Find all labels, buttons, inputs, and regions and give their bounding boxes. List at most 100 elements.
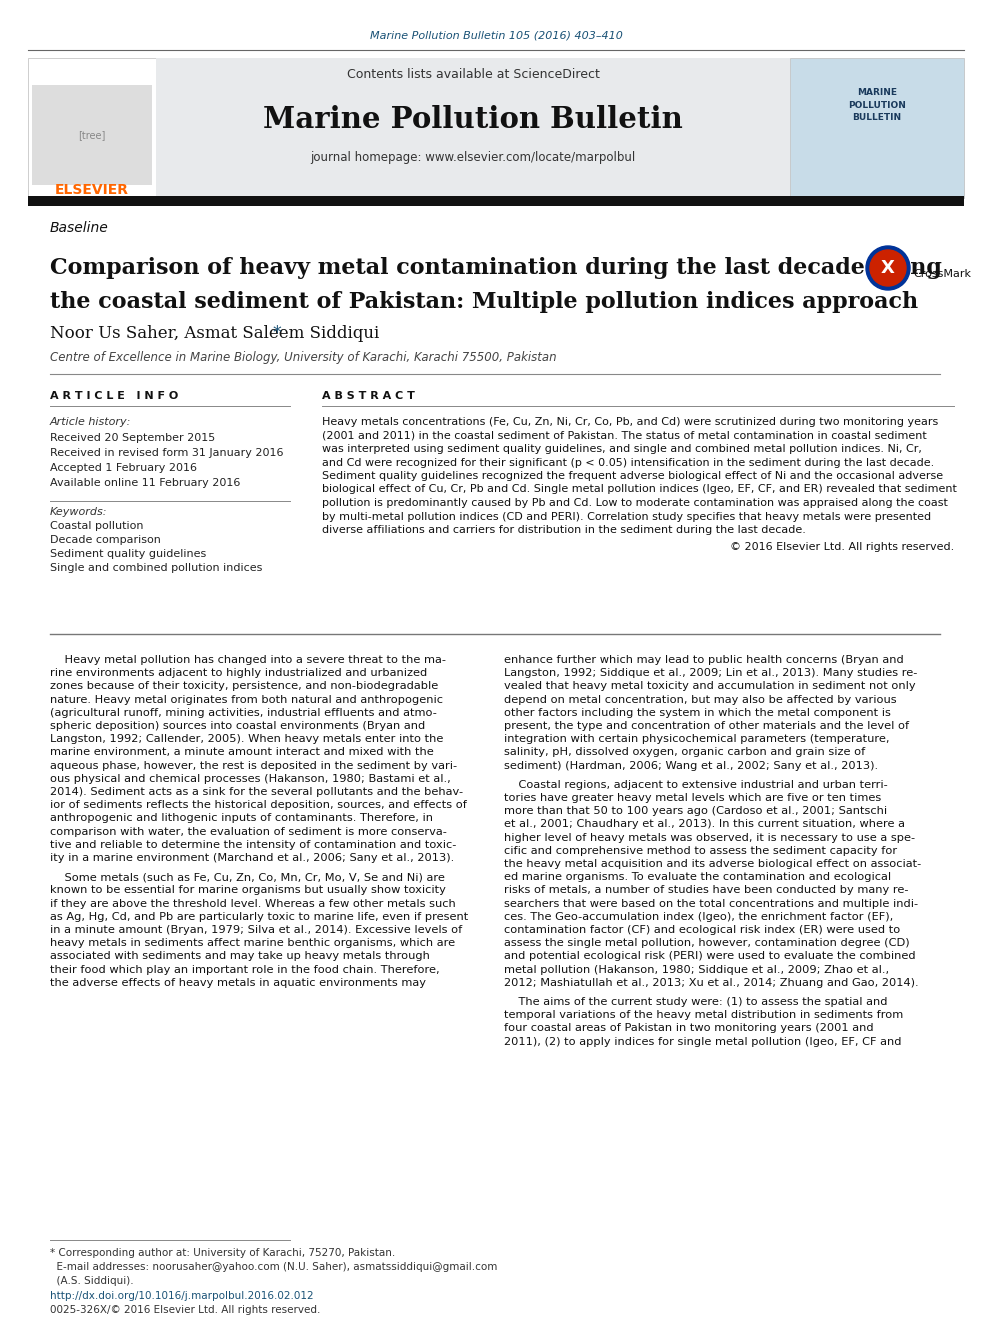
Text: Marine Pollution Bulletin 105 (2016) 403–410: Marine Pollution Bulletin 105 (2016) 403… [370, 30, 622, 41]
Text: vealed that heavy metal toxicity and accumulation in sediment not only: vealed that heavy metal toxicity and acc… [504, 681, 916, 692]
Text: Centre of Excellence in Marine Biology, University of Karachi, Karachi 75500, Pa: Centre of Excellence in Marine Biology, … [50, 352, 557, 365]
Text: ous physical and chemical processes (Hakanson, 1980; Bastami et al.,: ous physical and chemical processes (Hak… [50, 774, 450, 783]
Circle shape [866, 246, 910, 290]
Text: the adverse effects of heavy metals in aquatic environments may: the adverse effects of heavy metals in a… [50, 978, 426, 988]
Text: Marine Pollution Bulletin: Marine Pollution Bulletin [263, 106, 682, 135]
Text: Single and combined pollution indices: Single and combined pollution indices [50, 564, 262, 573]
Text: risks of metals, a number of studies have been conducted by many re-: risks of metals, a number of studies hav… [504, 885, 909, 896]
Text: (A.S. Siddiqui).: (A.S. Siddiqui). [50, 1275, 134, 1286]
Text: comparison with water, the evaluation of sediment is more conserva-: comparison with water, the evaluation of… [50, 827, 446, 836]
Text: assess the single metal pollution, however, contamination degree (CD): assess the single metal pollution, howev… [504, 938, 910, 949]
Text: sediment) (Hardman, 2006; Wang et al., 2002; Sany et al., 2013).: sediment) (Hardman, 2006; Wang et al., 2… [504, 761, 878, 770]
Text: metal pollution (Hakanson, 1980; Siddique et al., 2009; Zhao et al.,: metal pollution (Hakanson, 1980; Siddiqu… [504, 964, 889, 975]
Text: MARINE
POLLUTION
BULLETIN: MARINE POLLUTION BULLETIN [848, 89, 906, 122]
Text: other factors including the system in which the metal component is: other factors including the system in wh… [504, 708, 891, 718]
Text: Decade comparison: Decade comparison [50, 534, 161, 545]
Text: Langston, 1992; Siddique et al., 2009; Lin et al., 2013). Many studies re-: Langston, 1992; Siddique et al., 2009; L… [504, 668, 918, 679]
Text: Accepted 1 February 2016: Accepted 1 February 2016 [50, 463, 197, 474]
Text: diverse affiliations and carriers for distribution in the sediment during the la: diverse affiliations and carriers for di… [322, 525, 806, 534]
Bar [32, 85, 152, 185]
Text: Received 20 September 2015: Received 20 September 2015 [50, 433, 215, 443]
Text: temporal variations of the heavy metal distribution in sediments from: temporal variations of the heavy metal d… [504, 1011, 904, 1020]
Text: heavy metals in sediments affect marine benthic organisms, which are: heavy metals in sediments affect marine … [50, 938, 455, 949]
Text: 2014). Sediment acts as a sink for the several pollutants and the behav-: 2014). Sediment acts as a sink for the s… [50, 787, 463, 796]
Text: marine environment, a minute amount interact and mixed with the: marine environment, a minute amount inte… [50, 747, 434, 757]
Text: was interpreted using sediment quality guidelines, and single and combined metal: was interpreted using sediment quality g… [322, 445, 922, 454]
Text: their food which play an important role in the food chain. Therefore,: their food which play an important role … [50, 964, 439, 975]
Text: depend on metal concentration, but may also be affected by various: depend on metal concentration, but may a… [504, 695, 897, 705]
Text: cific and comprehensive method to assess the sediment capacity for: cific and comprehensive method to assess… [504, 845, 897, 856]
Text: Langston, 1992; Callender, 2005). When heavy metals enter into the: Langston, 1992; Callender, 2005). When h… [50, 734, 443, 745]
Text: et al., 2001; Chaudhary et al., 2013). In this current situation, where a: et al., 2001; Chaudhary et al., 2013). I… [504, 819, 905, 830]
Text: enhance further which may lead to public health concerns (Bryan and: enhance further which may lead to public… [504, 655, 904, 665]
Text: tories have greater heavy metal levels which are five or ten times: tories have greater heavy metal levels w… [504, 792, 881, 803]
Text: A R T I C L E   I N F O: A R T I C L E I N F O [50, 392, 179, 401]
Text: ces. The Geo-accumulation index (Igeo), the enrichment factor (EF),: ces. The Geo-accumulation index (Igeo), … [504, 912, 893, 922]
Text: if they are above the threshold level. Whereas a few other metals such: if they are above the threshold level. W… [50, 898, 455, 909]
Text: the heavy metal acquisition and its adverse biological effect on associat-: the heavy metal acquisition and its adve… [504, 859, 922, 869]
Text: CrossMark: CrossMark [913, 269, 971, 279]
Bar [28, 196, 964, 206]
Text: nature. Heavy metal originates from both natural and anthropogenic: nature. Heavy metal originates from both… [50, 695, 443, 705]
Text: tive and reliable to determine the intensity of contamination and toxic-: tive and reliable to determine the inten… [50, 840, 456, 849]
Text: four coastal areas of Pakistan in two monitoring years (2001 and: four coastal areas of Pakistan in two mo… [504, 1024, 874, 1033]
Text: [tree]: [tree] [78, 130, 106, 140]
Text: searchers that were based on the total concentrations and multiple indi-: searchers that were based on the total c… [504, 898, 919, 909]
Text: 0025-326X/© 2016 Elsevier Ltd. All rights reserved.: 0025-326X/© 2016 Elsevier Ltd. All right… [50, 1304, 320, 1315]
Text: Comparison of heavy metal contamination during the last decade along: Comparison of heavy metal contamination … [50, 257, 941, 279]
Text: journal homepage: www.elsevier.com/locate/marpolbul: journal homepage: www.elsevier.com/locat… [310, 152, 636, 164]
Text: ed marine organisms. To evaluate the contamination and ecological: ed marine organisms. To evaluate the con… [504, 872, 891, 882]
Text: Noor Us Saher, Asmat Saleem Siddiqui: Noor Us Saher, Asmat Saleem Siddiqui [50, 324, 379, 341]
Text: and Cd were recognized for their significant (p < 0.05) intensification in the s: and Cd were recognized for their signifi… [322, 458, 934, 467]
Text: Contents lists available at ScienceDirect: Contents lists available at ScienceDirec… [346, 67, 599, 81]
Text: rine environments adjacent to highly industrialized and urbanized: rine environments adjacent to highly ind… [50, 668, 428, 679]
Text: associated with sediments and may take up heavy metals through: associated with sediments and may take u… [50, 951, 430, 962]
Text: http://dx.doi.org/10.1016/j.marpolbul.2016.02.012: http://dx.doi.org/10.1016/j.marpolbul.20… [50, 1291, 313, 1301]
Text: © 2016 Elsevier Ltd. All rights reserved.: © 2016 Elsevier Ltd. All rights reserved… [730, 542, 954, 553]
Bar [790, 58, 964, 198]
Text: Heavy metal pollution has changed into a severe threat to the ma-: Heavy metal pollution has changed into a… [50, 655, 446, 665]
Text: present, the type and concentration of other materials and the level of: present, the type and concentration of o… [504, 721, 909, 732]
Text: ity in a marine environment (Marchand et al., 2006; Sany et al., 2013).: ity in a marine environment (Marchand et… [50, 853, 454, 863]
Text: The aims of the current study were: (1) to assess the spatial and: The aims of the current study were: (1) … [504, 998, 888, 1007]
Text: (agricultural runoff, mining activities, industrial effluents and atmo-: (agricultural runoff, mining activities,… [50, 708, 436, 718]
Text: more than that 50 to 100 years ago (Cardoso et al., 2001; Santschi: more than that 50 to 100 years ago (Card… [504, 806, 887, 816]
Text: Coastal regions, adjacent to extensive industrial and urban terri-: Coastal regions, adjacent to extensive i… [504, 779, 888, 790]
Text: 2012; Mashiatullah et al., 2013; Xu et al., 2014; Zhuang and Gao, 2014).: 2012; Mashiatullah et al., 2013; Xu et a… [504, 978, 919, 988]
Text: Sediment quality guidelines: Sediment quality guidelines [50, 549, 206, 560]
Text: aqueous phase, however, the rest is deposited in the sediment by vari-: aqueous phase, however, the rest is depo… [50, 761, 457, 770]
Text: E-mail addresses: noorusaher@yahoo.com (N.U. Saher), asmatssiddiqui@gmail.com: E-mail addresses: noorusaher@yahoo.com (… [50, 1262, 497, 1271]
Text: contamination factor (CF) and ecological risk index (ER) were used to: contamination factor (CF) and ecological… [504, 925, 901, 935]
Text: ELSEVIER: ELSEVIER [55, 183, 129, 197]
Text: Coastal pollution: Coastal pollution [50, 521, 144, 531]
Text: Article history:: Article history: [50, 417, 131, 427]
Text: known to be essential for marine organisms but usually show toxicity: known to be essential for marine organis… [50, 885, 445, 896]
Text: the coastal sediment of Pakistan: Multiple pollution indices approach: the coastal sediment of Pakistan: Multip… [50, 291, 919, 314]
Text: 2011), (2) to apply indices for single metal pollution (Igeo, EF, CF and: 2011), (2) to apply indices for single m… [504, 1037, 902, 1046]
Text: anthropogenic and lithogenic inputs of contaminants. Therefore, in: anthropogenic and lithogenic inputs of c… [50, 814, 433, 823]
Text: integration with certain physicochemical parameters (temperature,: integration with certain physicochemical… [504, 734, 890, 745]
Text: higher level of heavy metals was observed, it is necessary to use a spe-: higher level of heavy metals was observe… [504, 832, 916, 843]
Text: and potential ecological risk (PERI) were used to evaluate the combined: and potential ecological risk (PERI) wer… [504, 951, 916, 962]
Text: (2001 and 2011) in the coastal sediment of Pakistan. The status of metal contami: (2001 and 2011) in the coastal sediment … [322, 430, 927, 441]
Text: as Ag, Hg, Cd, and Pb are particularly toxic to marine life, even if present: as Ag, Hg, Cd, and Pb are particularly t… [50, 912, 468, 922]
Text: Some metals (such as Fe, Cu, Zn, Co, Mn, Cr, Mo, V, Se and Ni) are: Some metals (such as Fe, Cu, Zn, Co, Mn,… [50, 872, 444, 882]
Text: pollution is predominantly caused by Pb and Cd. Low to moderate contamination wa: pollution is predominantly caused by Pb … [322, 497, 948, 508]
Text: salinity, pH, dissolved oxygen, organic carbon and grain size of: salinity, pH, dissolved oxygen, organic … [504, 747, 865, 757]
Text: biological effect of Cu, Cr, Pb and Cd. Single metal pollution indices (Igeo, EF: biological effect of Cu, Cr, Pb and Cd. … [322, 484, 957, 495]
Text: * Corresponding author at: University of Karachi, 75270, Pakistan.: * Corresponding author at: University of… [50, 1248, 395, 1258]
Bar [156, 58, 790, 198]
Text: by multi-metal pollution indices (CD and PERI). Correlation study specifies that: by multi-metal pollution indices (CD and… [322, 512, 931, 521]
Text: A B S T R A C T: A B S T R A C T [322, 392, 415, 401]
Text: *: * [268, 324, 282, 341]
Text: Sediment quality guidelines recognized the frequent adverse biological effect of: Sediment quality guidelines recognized t… [322, 471, 943, 482]
Bar [28, 58, 156, 198]
Text: Received in revised form 31 January 2016: Received in revised form 31 January 2016 [50, 448, 284, 458]
Text: spheric deposition) sources into coastal environments (Bryan and: spheric deposition) sources into coastal… [50, 721, 426, 732]
Text: in a minute amount (Bryan, 1979; Silva et al., 2014). Excessive levels of: in a minute amount (Bryan, 1979; Silva e… [50, 925, 462, 935]
Text: X: X [881, 259, 895, 277]
Text: zones because of their toxicity, persistence, and non-biodegradable: zones because of their toxicity, persist… [50, 681, 438, 692]
Text: Keywords:: Keywords: [50, 507, 107, 517]
Text: Available online 11 February 2016: Available online 11 February 2016 [50, 478, 240, 488]
Circle shape [870, 250, 906, 286]
